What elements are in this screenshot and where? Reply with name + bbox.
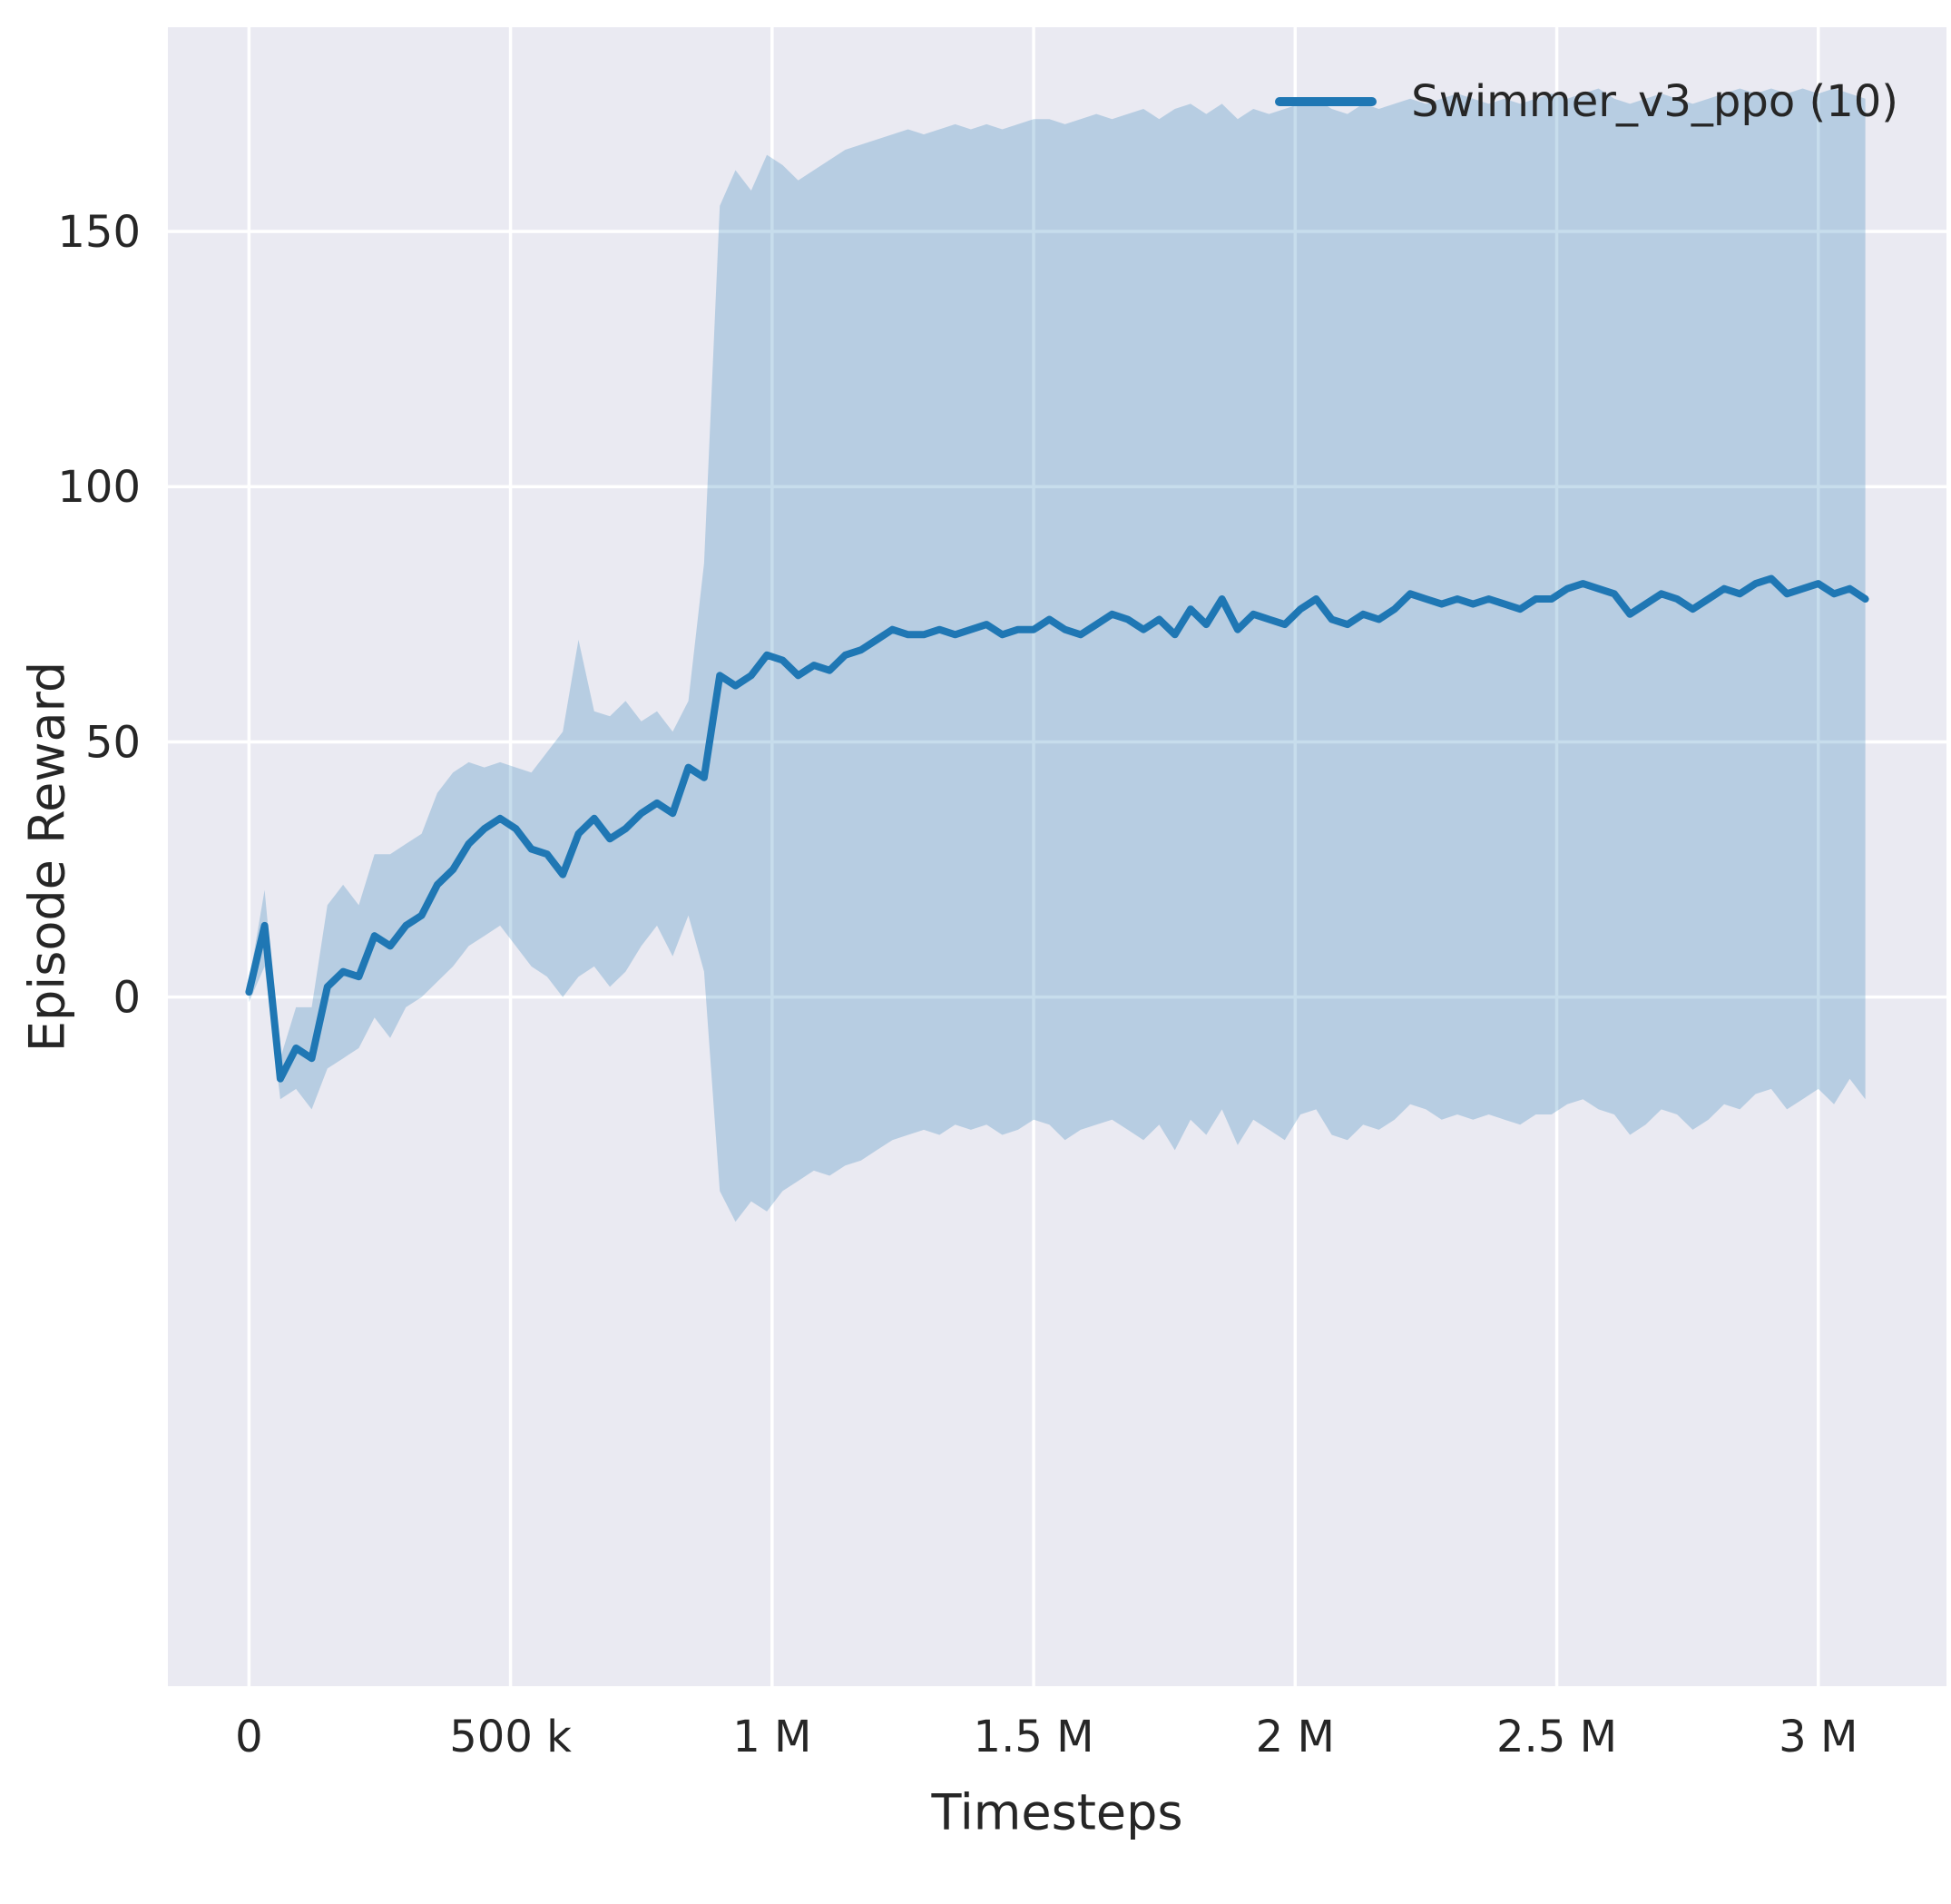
- mean-line: [245, 574, 1869, 1083]
- y-axis-label: Episode Reward: [18, 661, 76, 1053]
- x-tick-label: 2.5 M: [1496, 1712, 1617, 1762]
- legend-line-swatch: [1275, 97, 1377, 106]
- x-tick-label: 1 M: [732, 1712, 811, 1762]
- legend-label: Swimmer_v3_ppo (10): [1411, 76, 1898, 127]
- y-tick-label: 150: [57, 207, 141, 258]
- confidence-band: [249, 88, 1866, 1222]
- x-tick-label: 0: [235, 1712, 263, 1762]
- y-tick-label: 50: [85, 717, 141, 768]
- x-tick-label: 3 M: [1779, 1712, 1858, 1762]
- x-axis-label: Timesteps: [931, 1783, 1183, 1841]
- y-tick-label: 100: [57, 462, 141, 513]
- x-tick-label: 500 k: [449, 1712, 572, 1762]
- x-tick-label: 1.5 M: [974, 1712, 1094, 1762]
- y-tick-label: 0: [113, 973, 141, 1024]
- legend: Swimmer_v3_ppo (10): [1275, 76, 1898, 127]
- x-tick-label: 2 M: [1256, 1712, 1335, 1762]
